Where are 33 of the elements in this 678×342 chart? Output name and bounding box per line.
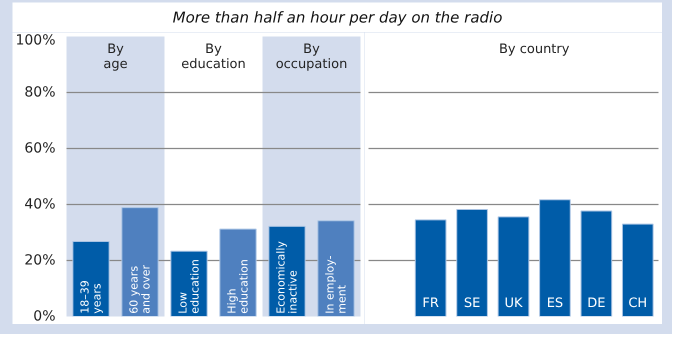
bar	[456, 209, 488, 316]
x-tick-label: UK	[504, 296, 523, 311]
bar	[622, 224, 654, 316]
x-tick-label: Low education	[176, 259, 202, 314]
x-tick-label: Economically inactive	[274, 240, 300, 314]
y-tick-label: 80%	[24, 84, 56, 100]
x-tick-label: 18–39 years	[78, 280, 104, 314]
bar	[498, 216, 530, 316]
bar	[580, 210, 612, 316]
bar	[72, 240, 110, 316]
x-tick-label: 60 years and over	[127, 264, 153, 314]
x-tick-label: High education	[225, 259, 251, 314]
y-tick-label: 20%	[24, 252, 56, 268]
annotation: By education	[181, 42, 246, 72]
bar	[414, 219, 446, 316]
x-tick-label: ES	[546, 296, 564, 311]
x-tick-label: FR	[422, 296, 439, 311]
x-tick-label: In employ- ment	[323, 255, 349, 314]
annotation: By occupation	[276, 42, 348, 72]
y-tick-label: 60%	[24, 140, 56, 156]
bar	[219, 228, 257, 316]
y-tick-label: 0%	[33, 308, 56, 324]
y-tick-label: 40%	[24, 196, 56, 212]
y-tick-label: 100%	[15, 32, 56, 48]
annotation: By age	[103, 42, 128, 72]
x-tick-label: DE	[587, 296, 606, 311]
bar	[539, 199, 571, 316]
x-tick-label: CH	[628, 296, 648, 311]
x-tick-label: SE	[464, 296, 480, 311]
annotation: By country	[498, 42, 570, 58]
bar	[317, 220, 355, 316]
chart-title: More than half an hour per day on the radio	[172, 8, 502, 26]
bar	[121, 207, 159, 316]
